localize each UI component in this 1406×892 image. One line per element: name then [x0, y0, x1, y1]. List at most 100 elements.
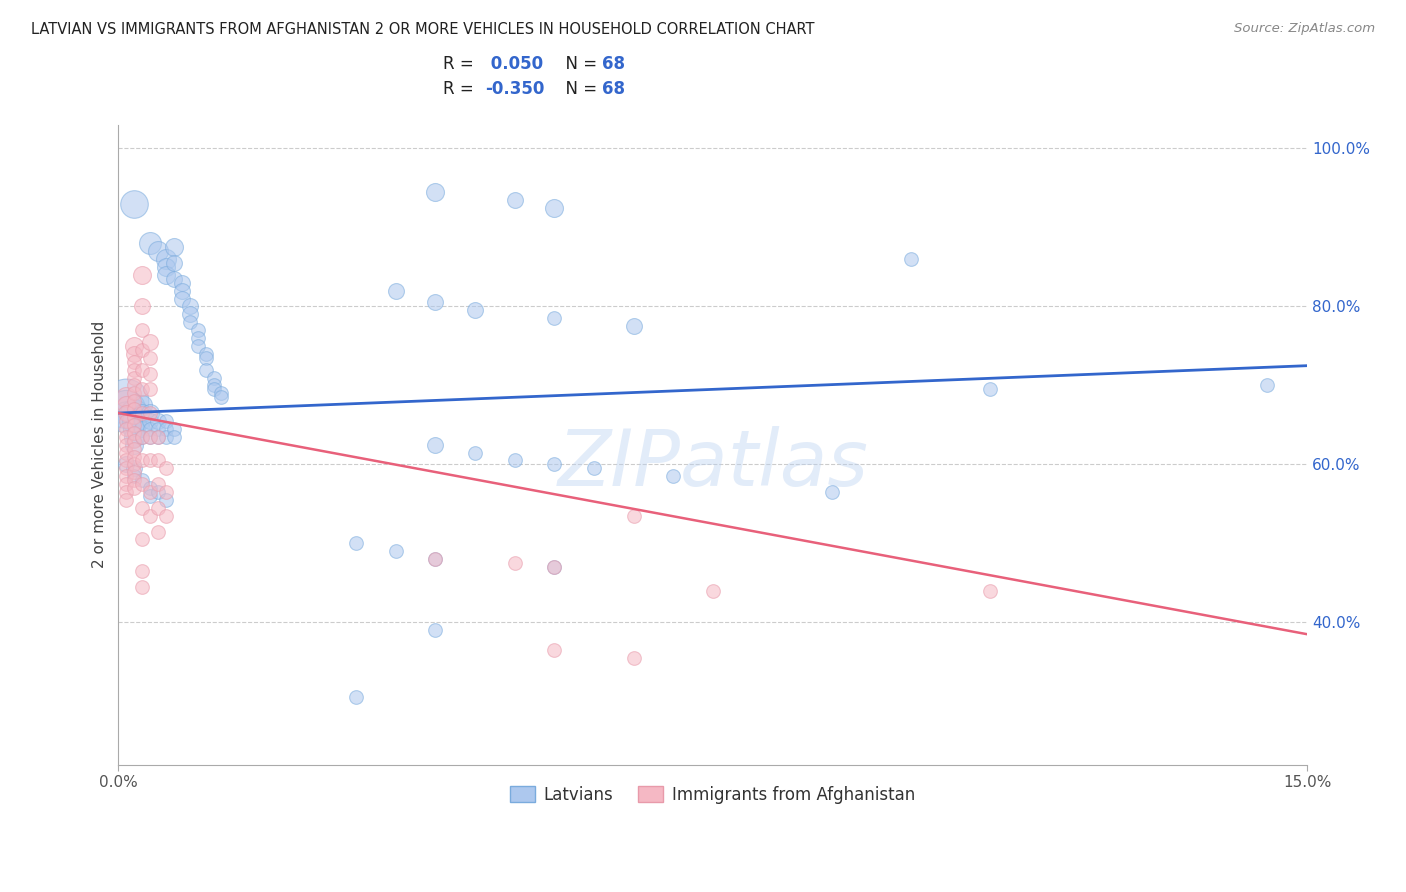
- Point: [543, 311, 565, 326]
- Point: [163, 256, 186, 270]
- Point: [124, 450, 146, 464]
- Point: [979, 583, 1001, 598]
- Point: [139, 406, 162, 420]
- Point: [179, 315, 201, 329]
- Point: [344, 690, 367, 705]
- Point: [139, 485, 162, 500]
- Point: [124, 386, 146, 401]
- Point: [124, 469, 146, 483]
- Point: [124, 437, 146, 451]
- Point: [131, 473, 153, 487]
- Point: [124, 378, 146, 392]
- Point: [425, 185, 447, 199]
- Point: [155, 252, 177, 266]
- Point: [131, 268, 153, 282]
- Point: [124, 422, 146, 436]
- Point: [124, 434, 146, 448]
- Text: N =: N =: [555, 80, 603, 98]
- Point: [124, 406, 146, 420]
- Point: [115, 406, 138, 420]
- Point: [139, 430, 162, 444]
- Point: [139, 414, 162, 428]
- Point: [131, 343, 153, 357]
- Point: [163, 240, 186, 254]
- Point: [344, 536, 367, 550]
- Point: [503, 453, 526, 467]
- Point: [146, 500, 169, 515]
- Point: [820, 485, 842, 500]
- Point: [131, 430, 153, 444]
- Point: [194, 351, 217, 365]
- Point: [582, 461, 605, 475]
- Point: [702, 583, 724, 598]
- Point: [202, 383, 225, 397]
- Point: [139, 508, 162, 523]
- Point: [146, 477, 169, 491]
- Text: 68: 68: [602, 55, 624, 73]
- Point: [115, 390, 138, 404]
- Point: [115, 477, 138, 491]
- Point: [115, 422, 138, 436]
- Point: [187, 331, 209, 345]
- Point: [146, 453, 169, 467]
- Point: [187, 323, 209, 337]
- Point: [146, 414, 169, 428]
- Point: [115, 469, 138, 483]
- Point: [179, 307, 201, 321]
- Point: [115, 430, 138, 444]
- Point: [124, 339, 146, 353]
- Point: [115, 414, 138, 428]
- Point: [543, 560, 565, 574]
- Text: 0.050: 0.050: [485, 55, 543, 73]
- Point: [131, 362, 153, 376]
- Point: [131, 564, 153, 578]
- Point: [425, 437, 447, 451]
- Point: [155, 260, 177, 274]
- Point: [115, 461, 138, 475]
- Point: [124, 417, 146, 432]
- Point: [211, 390, 233, 404]
- Point: [131, 406, 153, 420]
- Point: [543, 643, 565, 657]
- Text: LATVIAN VS IMMIGRANTS FROM AFGHANISTAN 2 OR MORE VEHICLES IN HOUSEHOLD CORRELATI: LATVIAN VS IMMIGRANTS FROM AFGHANISTAN 2…: [31, 22, 814, 37]
- Point: [115, 492, 138, 507]
- Point: [543, 201, 565, 215]
- Point: [464, 445, 486, 459]
- Text: N =: N =: [555, 55, 603, 73]
- Point: [139, 334, 162, 349]
- Point: [979, 383, 1001, 397]
- Point: [124, 402, 146, 417]
- Point: [1256, 378, 1278, 392]
- Point: [115, 485, 138, 500]
- Point: [131, 414, 153, 428]
- Point: [115, 410, 138, 425]
- Point: [146, 524, 169, 539]
- Point: [503, 193, 526, 207]
- Point: [623, 651, 645, 665]
- Point: [202, 370, 225, 384]
- Point: [131, 323, 153, 337]
- Point: [115, 453, 138, 467]
- Point: [211, 386, 233, 401]
- Point: [194, 362, 217, 376]
- Point: [131, 533, 153, 547]
- Text: 68: 68: [602, 80, 624, 98]
- Point: [131, 406, 153, 420]
- Point: [124, 410, 146, 425]
- Point: [543, 458, 565, 472]
- Point: [155, 430, 177, 444]
- Point: [900, 252, 922, 266]
- Point: [115, 402, 138, 417]
- Point: [139, 367, 162, 381]
- Text: Source: ZipAtlas.com: Source: ZipAtlas.com: [1234, 22, 1375, 36]
- Point: [155, 508, 177, 523]
- Point: [115, 394, 138, 409]
- Point: [139, 422, 162, 436]
- Point: [115, 398, 138, 412]
- Point: [384, 544, 406, 558]
- Point: [131, 300, 153, 314]
- Point: [124, 481, 146, 495]
- Point: [425, 552, 447, 566]
- Point: [384, 284, 406, 298]
- Point: [543, 560, 565, 574]
